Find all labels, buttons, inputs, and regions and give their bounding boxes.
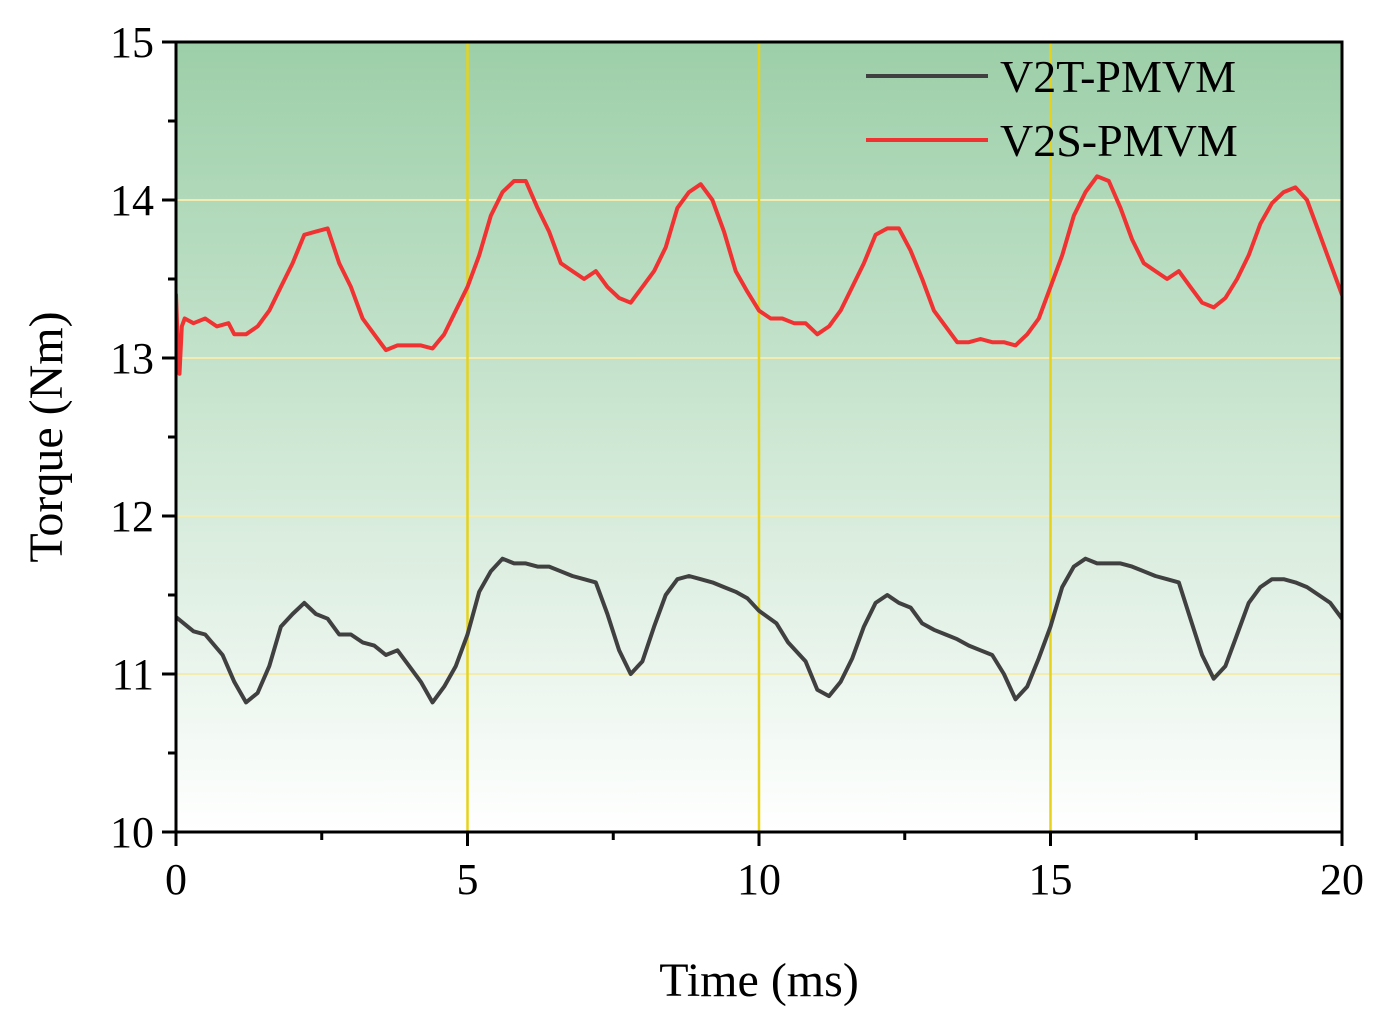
series-line-v2s-pmvm: [176, 174, 1342, 376]
y-tick-label-13: 13: [110, 334, 154, 383]
series-line-v2t-pmvm: [176, 556, 1342, 705]
legend-label-v2t-pmvm: V2T-PMVM: [1000, 51, 1236, 102]
x-tick-label-10: 10: [737, 855, 781, 904]
x-axis-title: Time (ms): [659, 954, 859, 1007]
x-tick-label-0: 0: [165, 855, 187, 904]
y-axis-title: Torque (Nm): [20, 311, 73, 562]
legend: V2T-PMVM V2S-PMVM: [866, 51, 1238, 166]
axis-ticks: 0 5 10 15 20 10 11 12 13 14 15: [110, 18, 1364, 904]
x-tick-label-20: 20: [1320, 855, 1364, 904]
y-tick-label-12: 12: [110, 492, 154, 541]
legend-label-v2s-pmvm: V2S-PMVM: [1000, 115, 1238, 166]
y-tick-label-10: 10: [110, 808, 154, 857]
y-tick-label-14: 14: [110, 176, 154, 225]
grid-lines: [176, 42, 1342, 832]
y-tick-label-11: 11: [112, 650, 154, 699]
x-tick-label-5: 5: [457, 855, 479, 904]
series-lines: [176, 174, 1342, 705]
x-tick-label-15: 15: [1029, 855, 1073, 904]
y-tick-label-15: 15: [110, 18, 154, 67]
